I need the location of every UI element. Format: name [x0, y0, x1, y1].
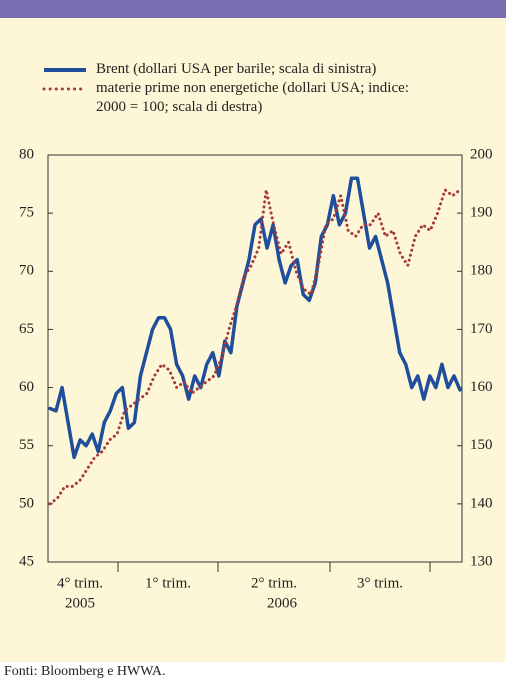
data-line [48, 176, 462, 460]
y2-tick-label: 130 [470, 553, 493, 569]
y2-tick-label: 160 [470, 379, 493, 395]
plot-frame [47, 154, 463, 563]
y2-tick-label: 180 [470, 263, 493, 279]
y-tick-label: 45 [19, 553, 34, 569]
y-tick-label: 75 [19, 205, 34, 221]
source-note: Fonti: Bloomberg e HWWA. [4, 664, 166, 679]
y2-tick-label: 190 [470, 205, 493, 221]
y-tick-label: 55 [19, 437, 34, 453]
y2-tick-label: 170 [470, 321, 493, 337]
x-tick-label: 3° trim. [357, 575, 403, 591]
y2-tick-label: 200 [470, 146, 493, 162]
background [0, 0, 506, 662]
x-tick-label: 1° trim. [145, 575, 191, 591]
y2-tick-label: 140 [470, 495, 493, 511]
y-tick-label: 65 [19, 321, 34, 337]
x-tick-label: 4° trim. [57, 575, 103, 591]
year-label: 2005 [65, 595, 95, 611]
y-tick-label: 70 [19, 263, 34, 279]
year-label: 2006 [267, 595, 298, 611]
y-tick-label: 50 [19, 495, 34, 511]
header-bar [0, 0, 506, 18]
y-tick-label: 60 [19, 379, 34, 395]
y2-tick-label: 150 [470, 437, 493, 453]
y-tick-label: 80 [19, 146, 34, 162]
legend-label: Brent (dollari USA per barile; scala di … [96, 61, 377, 77]
legend-label: materie prime non energetiche (dollari U… [96, 80, 409, 115]
data-line [48, 188, 462, 506]
x-tick-label: 2° trim. [251, 575, 297, 591]
